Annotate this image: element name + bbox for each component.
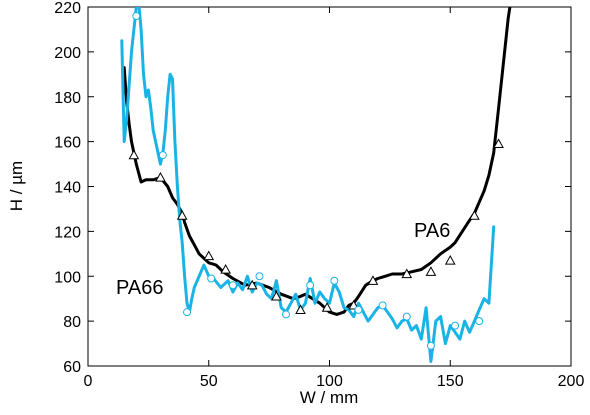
y-tick-label: 140: [54, 180, 81, 197]
x-tick-label: 0: [84, 373, 93, 390]
data-point-pa66: [158, 151, 167, 160]
data-point-pa66: [426, 341, 435, 350]
data-point-pa6: [246, 279, 258, 290]
data-point-pa66: [228, 281, 237, 290]
y-tick-label: 200: [54, 45, 81, 62]
y-tick-label: 80: [63, 314, 81, 331]
series-line-pa6: [122, 7, 512, 316]
data-point-pa66: [255, 272, 264, 281]
data-point-pa66: [330, 276, 339, 285]
data-point-pa66: [306, 281, 315, 290]
data-point-pa6: [220, 263, 232, 274]
data-point-pa66: [282, 310, 291, 319]
data-point-pa6: [176, 210, 188, 220]
data-point-pa66: [451, 321, 460, 330]
data-point-pa6: [271, 290, 282, 301]
y-tick-label: 100: [54, 269, 81, 286]
data-point-pa6: [155, 171, 166, 182]
series-line-pa66: [120, 7, 496, 363]
x-tick-label: 200: [558, 373, 585, 390]
data-point-pa6: [367, 275, 379, 285]
data-point-pa66: [207, 274, 216, 283]
y-tick-label: 120: [54, 224, 81, 241]
plot-area: 0 50 100 150 200 60 80 100 120 140 160 180 200 220: [54, 0, 584, 390]
y-tick-label: 220: [54, 0, 81, 17]
data-point-pa6: [128, 149, 140, 160]
series-label-pa66: PA66: [116, 277, 163, 299]
data-point-pa6: [425, 266, 437, 276]
data-point-pa6: [444, 255, 456, 265]
data-point-pa66: [475, 317, 484, 326]
data-point-pa6: [469, 210, 480, 220]
x-tick-label: 100: [316, 373, 343, 390]
x-tick-label: 50: [200, 373, 218, 390]
data-point-pa66: [132, 11, 141, 20]
data-point-pa66: [378, 301, 387, 310]
data-point-pa6: [401, 268, 413, 279]
x-axis-title: W / mm: [300, 388, 359, 407]
data-point-pa66: [402, 312, 411, 321]
y-axis-title: H / µm: [7, 161, 26, 211]
data-point-pa6: [321, 302, 333, 312]
data-point-pa66: [183, 308, 192, 317]
series-layer: [120, 7, 512, 363]
data-point-pa6: [493, 138, 504, 148]
series-label-pa6: PA6: [414, 220, 450, 242]
y-tick-label: 160: [54, 135, 81, 152]
y-tick-label: 180: [54, 90, 81, 107]
data-point-pa6: [203, 250, 215, 261]
tick-layer: 0 50 100 150 200 60 80 100 120 140 160 180 200 220: [54, 0, 584, 390]
marker-layer: [128, 11, 504, 350]
data-point-pa66: [354, 305, 363, 314]
x-tick-label: 150: [437, 373, 464, 390]
data-point-pa6: [295, 304, 306, 315]
y-tick-label: 60: [63, 359, 81, 376]
